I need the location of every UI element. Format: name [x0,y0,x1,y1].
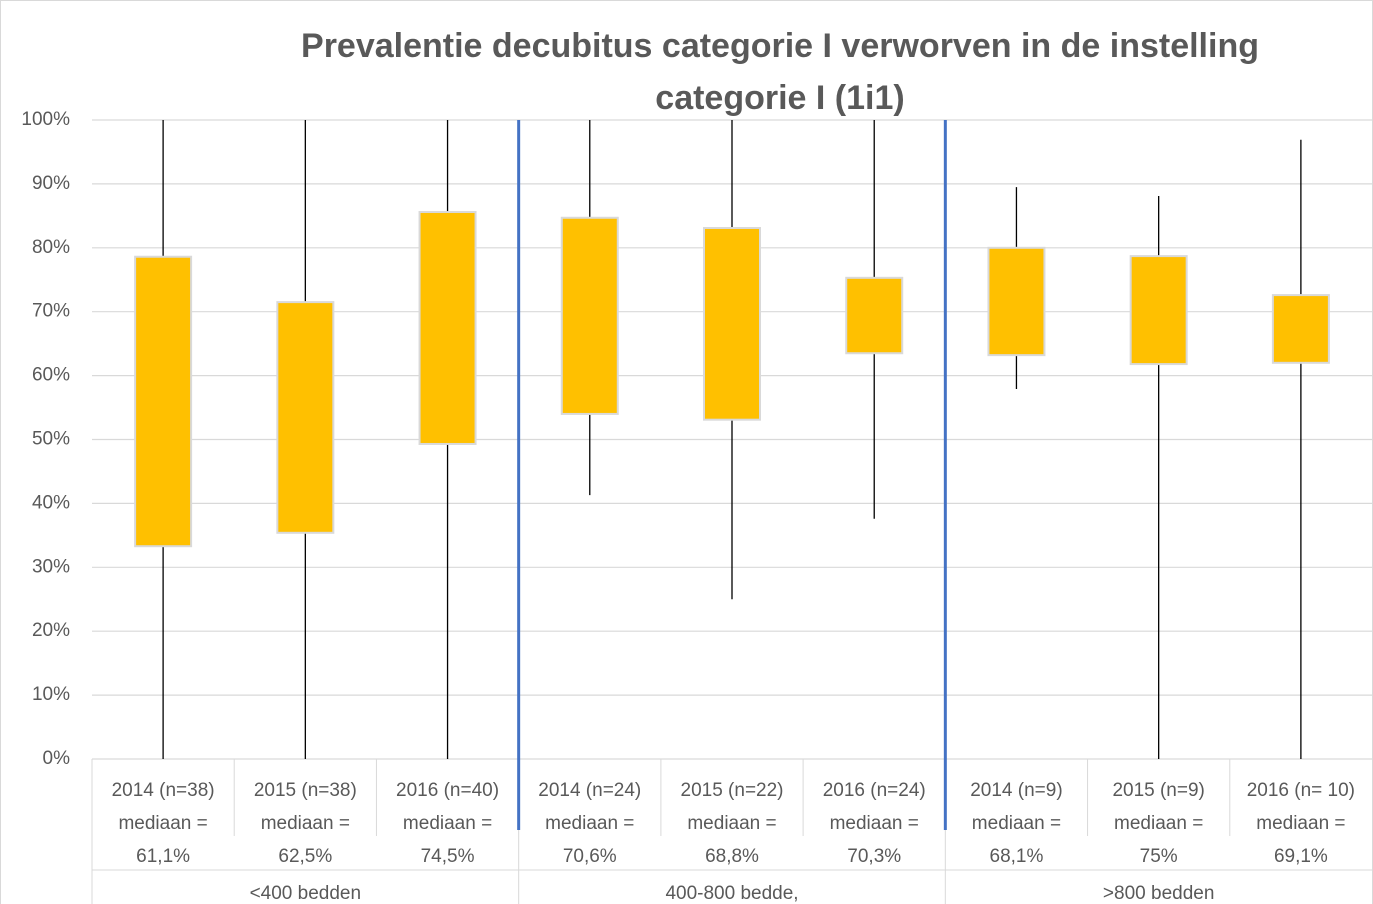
group-label: >800 bedden [1103,883,1214,904]
x-tick-label: 2016 (n=24) [823,780,926,801]
y-tick-label: 50% [32,429,70,450]
x-tick-label: 2016 (n=40) [396,780,499,801]
x-tick-label: 69,1% [1274,846,1328,867]
x-tick-label: 61,1% [136,846,190,867]
y-tick-label: 40% [32,492,70,513]
x-tick-label: mediaan = [972,813,1061,834]
chart-title: categorie I (1i1) [655,79,904,117]
group-label: <400 bedden [250,883,361,904]
y-tick-label: 80% [32,237,70,258]
box [560,216,619,415]
y-tick-label: 30% [32,556,70,577]
box [1271,294,1330,364]
x-tick-label: 68,8% [705,846,759,867]
group-label: 400-800 bedde, [665,883,798,904]
x-tick-label: 2016 (n= 10) [1247,780,1355,801]
x-tick-label: mediaan = [261,813,350,834]
x-tick-label: mediaan = [545,813,634,834]
x-tick-label: mediaan = [118,813,207,834]
box [276,301,335,534]
x-tick-label: mediaan = [687,813,776,834]
box [987,246,1046,357]
x-tick-label: mediaan = [403,813,492,834]
x-tick-label: mediaan = [1114,813,1203,834]
x-tick-label: 2014 (n=38) [112,780,215,801]
y-tick-label: 100% [21,109,70,130]
x-tick-label: 2014 (n=9) [970,780,1062,801]
x-tick-label: 70,3% [847,846,901,867]
box [703,226,761,421]
x-tick-label: 68,1% [990,846,1044,867]
x-tick-label: 2015 (n=9) [1112,780,1204,801]
box [418,211,477,445]
box [845,276,904,355]
y-tick-label: 60% [32,365,70,386]
y-tick-label: 20% [32,620,70,641]
y-tick-label: 10% [32,684,70,705]
x-tick-label: 75% [1140,846,1178,867]
y-tick-label: 0% [43,748,71,769]
x-tick-label: 62,5% [278,846,332,867]
x-tick-label: 2015 (n=22) [681,780,784,801]
x-tick-label: 2014 (n=24) [538,780,641,801]
x-tick-label: 74,5% [421,846,475,867]
y-tick-label: 90% [32,173,70,194]
chart-title: Prevalentie decubitus categorie I verwor… [301,27,1259,65]
x-tick-label: 70,6% [563,846,617,867]
x-tick-label: mediaan = [1256,813,1345,834]
y-tick-label: 70% [32,301,70,322]
x-tick-label: mediaan = [830,813,919,834]
box [1129,255,1188,366]
box [134,255,193,548]
x-tick-label: 2015 (n=38) [254,780,357,801]
